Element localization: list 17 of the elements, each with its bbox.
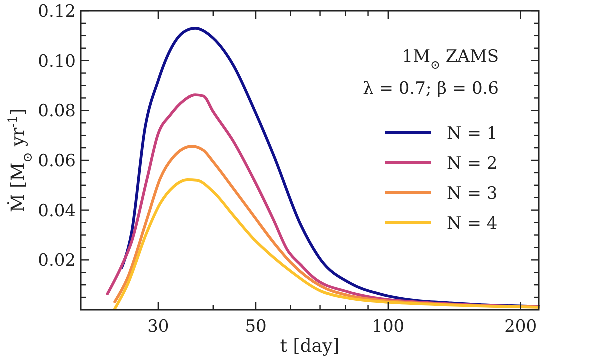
annotation: 1M$_{⊙}$ ZAMS — [402, 47, 499, 72]
legend-label: N = 1 — [447, 124, 498, 144]
y-tick-label: 0.10 — [38, 52, 76, 72]
legend-label: N = 4 — [447, 214, 498, 234]
x-tick-label: 100 — [372, 317, 405, 337]
x-axis-title: t [day] — [280, 336, 340, 357]
legend-label: N = 2 — [447, 154, 498, 174]
y-tick-label: 0.12 — [38, 2, 76, 22]
y-tick-label: 0.08 — [38, 102, 76, 122]
y-tick-label: 0.06 — [38, 152, 76, 172]
legend-label: N = 3 — [447, 184, 498, 204]
x-tick-label: 200 — [504, 317, 538, 337]
annotation: λ = 0.7; β = 0.6 — [363, 79, 499, 99]
y-tick-label: 0.04 — [38, 201, 76, 222]
x-tick-label: 50 — [245, 317, 267, 337]
x-tick-label: 30 — [148, 317, 170, 337]
y-tick-label: 0.02 — [38, 251, 76, 272]
